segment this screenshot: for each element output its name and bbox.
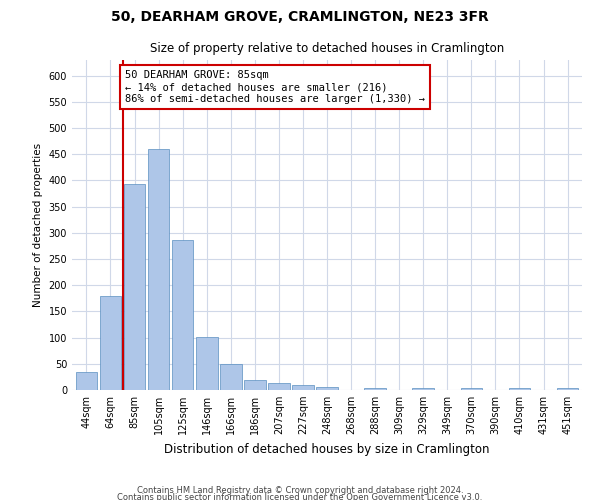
Bar (244, 380, 266, 390)
Text: Contains public sector information licensed under the Open Government Licence v3: Contains public sector information licen… (118, 494, 482, 500)
Text: 50 DEARHAM GROVE: 85sqm
← 14% of detached houses are smaller (216)
86% of semi-d: 50 DEARHAM GROVE: 85sqm ← 14% of detache… (125, 70, 425, 104)
Bar (461, 388, 482, 390)
Text: 50, DEARHAM GROVE, CRAMLINGTON, NE23 3FR: 50, DEARHAM GROVE, CRAMLINGTON, NE23 3FR (111, 10, 489, 24)
Text: Contains HM Land Registry data © Crown copyright and database right 2024.: Contains HM Land Registry data © Crown c… (137, 486, 463, 495)
Bar (412, 388, 434, 390)
Bar (292, 386, 314, 390)
Bar (268, 382, 290, 390)
Bar (557, 388, 578, 390)
Bar (196, 336, 218, 390)
Bar (509, 388, 530, 390)
Bar (220, 364, 242, 390)
Bar (148, 149, 169, 390)
Bar (76, 372, 97, 390)
Bar (364, 388, 386, 390)
Bar (124, 184, 145, 390)
Bar (172, 240, 193, 390)
Y-axis label: Number of detached properties: Number of detached properties (33, 143, 43, 307)
Bar (316, 388, 338, 390)
Title: Size of property relative to detached houses in Cramlington: Size of property relative to detached ho… (150, 42, 504, 54)
Bar (100, 296, 121, 390)
X-axis label: Distribution of detached houses by size in Cramlington: Distribution of detached houses by size … (164, 442, 490, 456)
